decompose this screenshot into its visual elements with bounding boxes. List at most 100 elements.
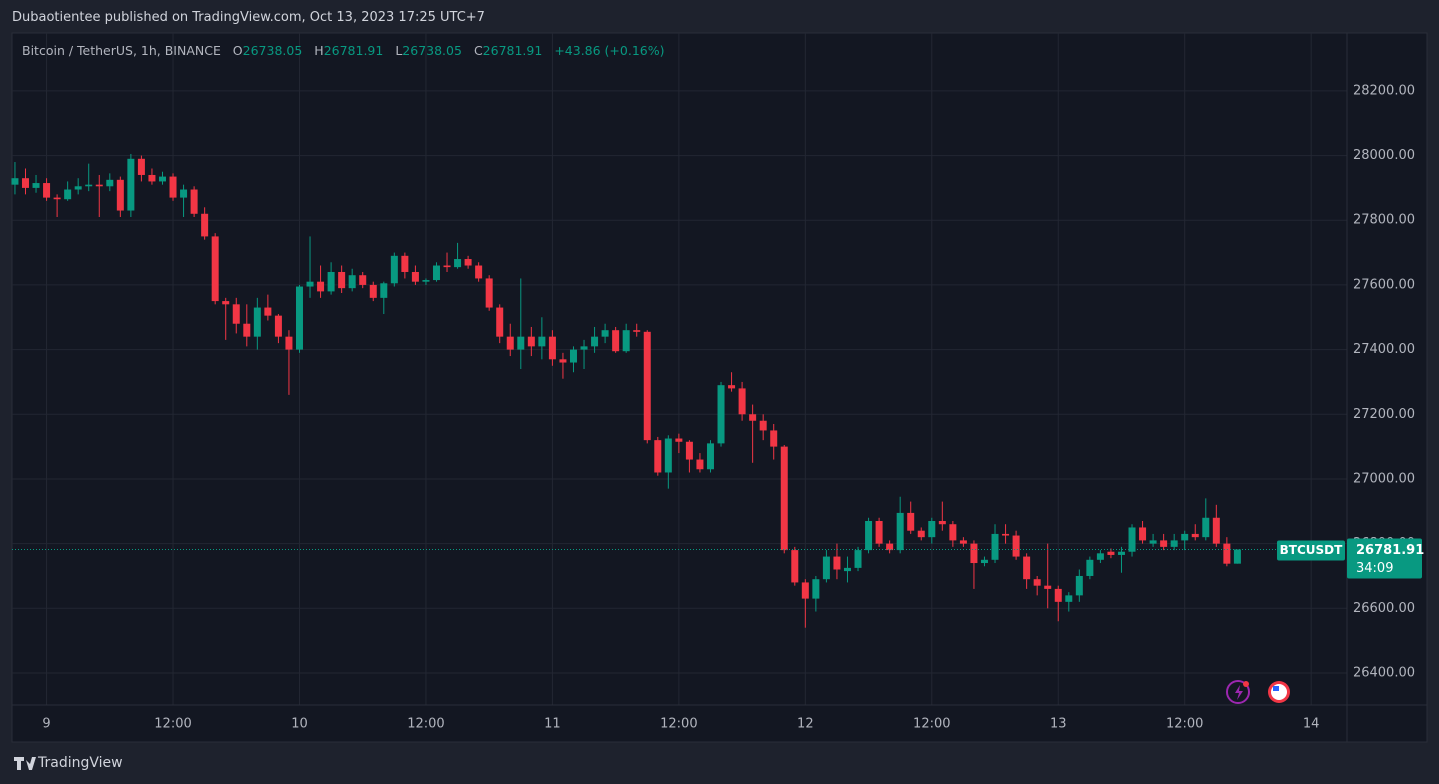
candle-body — [917, 530, 925, 538]
candle-body — [390, 255, 398, 284]
footer-logo: TradingView — [38, 755, 123, 771]
candle-body — [854, 550, 862, 568]
candle-body — [85, 184, 93, 187]
logo-icon — [14, 757, 36, 770]
candle-body — [643, 331, 651, 441]
candle-body — [601, 330, 609, 337]
candle-body — [422, 280, 430, 282]
candle-body — [148, 174, 156, 182]
candle-body — [496, 307, 504, 337]
candle-body — [896, 512, 904, 551]
candle-body — [1012, 535, 1020, 557]
candle-body — [21, 178, 29, 188]
candle-body — [812, 579, 820, 599]
candle-body — [749, 414, 757, 421]
price-box — [1347, 538, 1422, 579]
candle-body — [833, 556, 841, 570]
candle-body — [232, 304, 240, 324]
candle-body — [306, 281, 314, 287]
candle-body — [801, 582, 809, 599]
x-tick-label: 12 — [797, 717, 814, 732]
candle-body — [1181, 533, 1189, 541]
candle-body — [11, 178, 19, 185]
y-tick-label: 28200.00 — [1353, 83, 1415, 98]
legend: Bitcoin / TetherUS, 1h, BINANCE O26738.0… — [22, 43, 672, 58]
candle-body — [717, 385, 725, 444]
candle-body — [633, 330, 641, 332]
y-tick-label: 26400.00 — [1353, 665, 1415, 680]
candle-body — [317, 281, 325, 292]
x-tick-label: 12:00 — [660, 717, 697, 732]
symbol-label: BTCUSDT — [1280, 543, 1343, 557]
x-tick-label: 12:00 — [407, 717, 444, 732]
candle-body — [1202, 517, 1210, 538]
candle-body — [822, 556, 830, 580]
x-tick-label: 13 — [1050, 717, 1067, 732]
candle-body — [158, 176, 166, 182]
header: Dubaotientee published on TradingView.co… — [12, 10, 485, 25]
candle-body — [475, 265, 483, 279]
x-tick-label: 14 — [1303, 717, 1320, 732]
candle-body — [443, 265, 451, 268]
candle-body — [1065, 595, 1073, 602]
candle-body — [32, 183, 40, 188]
candle-body — [95, 184, 103, 187]
candle-body — [980, 559, 988, 564]
candle-body — [685, 441, 693, 460]
candle-body — [401, 255, 409, 272]
candle-body — [548, 336, 556, 360]
candle-body — [738, 388, 746, 415]
y-tick-label: 27200.00 — [1353, 407, 1415, 422]
candle-body — [1128, 527, 1136, 552]
candle-body — [865, 520, 873, 551]
candle-body — [137, 158, 145, 175]
candle-body — [1223, 543, 1231, 564]
candle-body — [1023, 556, 1031, 580]
candle-body — [791, 550, 799, 583]
candle-body — [127, 158, 135, 211]
candle-body — [538, 336, 546, 347]
candle-body — [369, 284, 377, 298]
candle-body — [928, 520, 936, 538]
candle-body — [74, 186, 82, 190]
candle-body — [759, 420, 767, 431]
candle-body — [1054, 588, 1062, 602]
candle-body — [327, 271, 335, 292]
x-tick-label: 9 — [42, 717, 50, 732]
legend-value: 26738.05 — [402, 43, 462, 58]
candle-body — [53, 197, 61, 200]
symbol-box — [1277, 540, 1345, 561]
countdown: 34:09 — [1356, 561, 1393, 576]
y-tick-label: 26600.00 — [1353, 601, 1415, 616]
candle-body — [959, 540, 967, 544]
candle-body — [527, 336, 535, 347]
candle-body — [1160, 540, 1168, 547]
candle-body — [274, 315, 282, 337]
candle-body — [506, 336, 514, 350]
candle-body — [1086, 559, 1094, 576]
candle-body — [201, 213, 209, 237]
candle-body — [169, 176, 177, 198]
candle-body — [190, 189, 198, 214]
candle-body — [1117, 551, 1125, 555]
candle-body — [1170, 540, 1178, 547]
candle-body — [43, 183, 51, 198]
y-tick-label: 27000.00 — [1353, 471, 1415, 486]
legend-change: +43.86 (+0.16%) — [554, 43, 665, 58]
legend-value: 26738.05 — [242, 43, 303, 58]
candle-body — [1107, 551, 1115, 555]
candle-body — [1002, 533, 1010, 536]
candle-body — [432, 265, 440, 281]
candle-body — [1212, 517, 1220, 544]
candle-body — [559, 359, 567, 363]
candle-body — [907, 512, 915, 531]
icons — [1226, 680, 1290, 704]
x-tick-label: 11 — [544, 717, 561, 732]
candle-body — [843, 567, 851, 572]
candle-body — [1075, 575, 1083, 596]
candle-body — [64, 189, 72, 200]
candle-body — [338, 271, 346, 289]
symbol: Bitcoin / TetherUS, 1h, BINANCE — [22, 43, 221, 58]
candle-body — [664, 438, 672, 473]
